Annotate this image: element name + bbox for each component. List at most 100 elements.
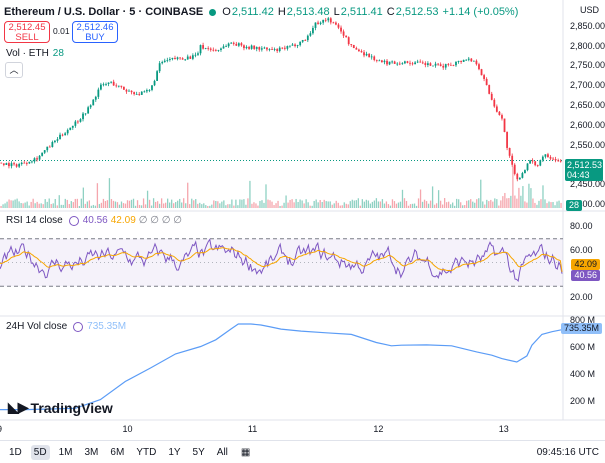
candle-body [163, 60, 166, 63]
candle-body [46, 146, 49, 151]
candle-body [23, 162, 26, 164]
volume-bar [52, 203, 54, 208]
candle-body [329, 18, 332, 23]
timeframe-5y[interactable]: 5Y [192, 446, 205, 458]
tradingview-logo[interactable]: ◣▶ TradingView [8, 399, 113, 416]
candle-body [128, 90, 130, 92]
volume-bar [231, 199, 233, 208]
volume-bar [58, 195, 60, 208]
utc-clock[interactable]: 09:45:16 UTC [536, 447, 599, 458]
candle-body [401, 63, 404, 65]
price-tick-label: 2,850.00 [570, 20, 605, 31]
volume-bar [279, 205, 281, 208]
timeframe-1m[interactable]: 1M [58, 446, 73, 458]
volume-bar [140, 205, 143, 208]
volume-bar [303, 203, 305, 208]
candle-body [529, 160, 531, 164]
candle-body [439, 64, 442, 66]
volume-bar [110, 199, 113, 208]
candle-body [209, 48, 212, 50]
timeframe-ytd[interactable]: YTD [136, 446, 157, 458]
volume-bar [243, 199, 245, 208]
timeframe-list: 1D 5D 1M 3M 6M YTD 1Y 5Y All [0, 444, 231, 460]
rsi-tag: 40.56 [571, 270, 600, 281]
volume-bar [307, 202, 309, 208]
candle-body [92, 99, 95, 106]
volume-bar [331, 204, 333, 208]
candle-body [31, 161, 33, 163]
indicator-settings-icon[interactable] [73, 321, 84, 332]
candle-body [69, 127, 72, 130]
timeframe-1d[interactable]: 1D [9, 446, 22, 458]
buy-button[interactable]: 2,512.46 BUY [72, 21, 118, 43]
candle-body [191, 55, 194, 59]
volume-bar [32, 198, 34, 208]
indicator-settings-icon[interactable] [68, 215, 79, 226]
volume-bar [199, 202, 201, 208]
volume-bar [526, 202, 528, 208]
candle-body [87, 107, 90, 114]
volume-bar [181, 202, 183, 208]
volume-bar [538, 200, 540, 208]
symbol-title[interactable]: Ethereum / U.S. Dollar · 5 · COINBASE [4, 6, 204, 18]
volume-bar [468, 200, 470, 208]
vol24-tick-label: 600 M [570, 341, 596, 352]
ohlc-l-label: L [333, 6, 340, 18]
timeframe-6m[interactable]: 6M [110, 446, 125, 458]
volume-bar [530, 188, 532, 208]
volume-bar [409, 204, 412, 208]
volume-bar [289, 199, 291, 208]
volume-bar [433, 204, 436, 208]
chart-canvas[interactable] [0, 0, 605, 440]
timeframe-5d[interactable]: 5D [30, 444, 50, 460]
candle-body [309, 33, 312, 36]
volume-bar [136, 200, 139, 208]
timeframe-3m[interactable]: 3M [84, 446, 99, 458]
volume-legend-value: 28 [52, 48, 64, 59]
volume-bar [4, 203, 6, 208]
candle-body [483, 75, 485, 79]
volume-bar [345, 203, 347, 208]
candle-body [271, 49, 273, 51]
calendar-icon[interactable]: ▦ [240, 446, 251, 458]
currency-label[interactable]: USD [579, 5, 599, 15]
volume-bar [498, 205, 500, 208]
volume-bar [548, 201, 550, 208]
volume-bar [502, 196, 504, 208]
volume-bar [70, 201, 72, 208]
volume-bar [152, 198, 155, 208]
candle-body [74, 121, 77, 126]
buy-label: BUY [85, 32, 105, 43]
price-tick-label: 2,550.00 [570, 139, 605, 150]
candle-body [306, 35, 309, 41]
candle-body [214, 49, 217, 51]
candle-body [319, 22, 322, 24]
collapse-legend-button[interactable]: ︿ [5, 62, 23, 78]
volume-bar [0, 205, 2, 208]
candle-body [426, 63, 429, 66]
candle-body [105, 83, 107, 85]
price-tick-label: 2,700.00 [570, 80, 605, 91]
volume-bar [419, 189, 422, 208]
volume-bar [407, 205, 410, 208]
volume-legend: Vol · ETH 28 [6, 48, 64, 59]
timeframe-1y[interactable]: 1Y [168, 446, 181, 458]
timeframe-all[interactable]: All [216, 446, 228, 458]
volume-bar [100, 202, 103, 208]
candle-body [424, 63, 427, 66]
volume-bar [357, 198, 359, 208]
volume-bar [261, 200, 263, 208]
candle-body [194, 54, 197, 56]
volume-bar [124, 203, 127, 208]
volume-bar [96, 183, 99, 208]
volume-bar [532, 198, 534, 208]
candle-body [138, 94, 141, 95]
candle-body [345, 35, 348, 38]
volume-bar [385, 201, 388, 208]
candle-body [273, 49, 276, 50]
volume-bar [205, 205, 207, 208]
candle-body [64, 133, 67, 136]
sell-button[interactable]: 2,512.45 SELL [4, 21, 50, 43]
candle-body [432, 65, 434, 67]
